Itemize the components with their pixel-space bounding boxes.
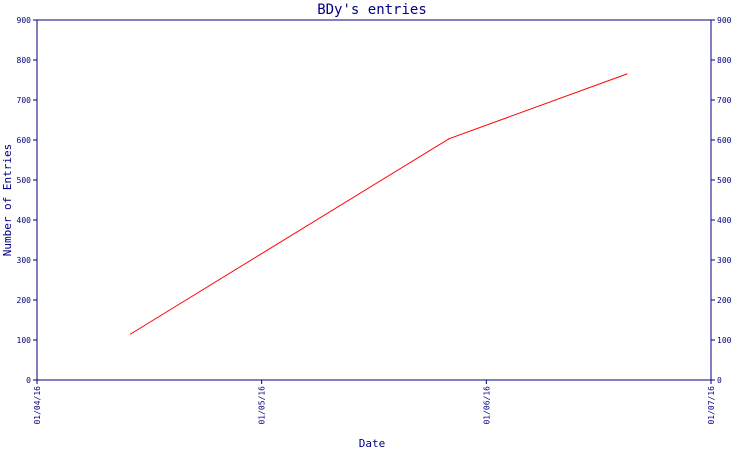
x-tick-label: 01/05/16 (258, 386, 267, 425)
plot-area-frame (36, 19, 712, 381)
x-axis-title: Date (359, 437, 386, 450)
y-tick-label-right: 700 (717, 96, 732, 105)
y-tick-label-right: 600 (717, 136, 732, 145)
y-tick-label-left: 500 (17, 176, 32, 185)
y-tick-label-right: 400 (717, 216, 732, 225)
x-tick-label: 01/06/16 (482, 386, 491, 425)
y-axis-title: Number of Entries (1, 144, 14, 257)
x-tick-label: 01/04/16 (33, 386, 42, 425)
series-line (130, 73, 627, 335)
y-tick-label-right: 100 (717, 336, 732, 345)
y-tick-label-left: 200 (17, 296, 32, 305)
x-axis-ticks: 01/04/16 01/05/16 01/06/16 01/07/16 (33, 380, 716, 425)
y-tick-label-right: 0 (717, 376, 722, 385)
y-tick-label-right: 200 (717, 296, 732, 305)
y-tick-label-right: 900 (717, 16, 732, 25)
y-tick-label-left: 300 (17, 256, 32, 265)
y-tick-label-right: 500 (717, 176, 732, 185)
series-point (448, 138, 450, 140)
y-tick-label-left: 0 (26, 376, 31, 385)
y-tick-label-left: 600 (17, 136, 32, 145)
series-point (130, 333, 132, 335)
y-axis-ticks: 0 0 100 100 200 200 300 300 400 400 500 500 600 600 70… (17, 16, 732, 385)
y-tick-label-left: 400 (17, 216, 32, 225)
series-point (626, 73, 628, 75)
series-layer (130, 73, 628, 335)
y-tick-label-right: 300 (717, 256, 732, 265)
x-tick-label: 01/07/16 (707, 386, 716, 425)
y-tick-label-left: 700 (17, 96, 32, 105)
chart-title: BDy's entries (317, 2, 427, 18)
y-tick-label-left: 900 (17, 16, 32, 25)
y-tick-label-right: 800 (717, 56, 732, 65)
y-tick-label-left: 800 (17, 56, 32, 65)
y-tick-label-left: 100 (17, 336, 32, 345)
